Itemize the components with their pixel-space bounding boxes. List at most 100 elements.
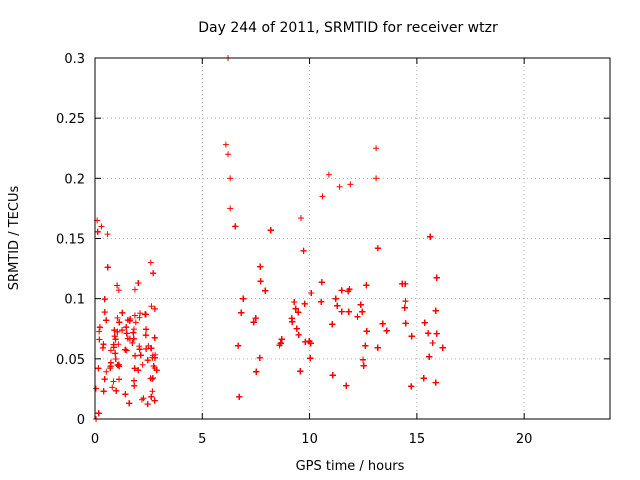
data-point — [137, 352, 144, 359]
plot-frame — [94, 57, 611, 420]
data-point — [238, 309, 245, 316]
data-point — [94, 228, 101, 235]
data-point — [262, 287, 269, 294]
data-point — [104, 264, 111, 271]
data-point — [114, 362, 121, 369]
data-point — [318, 298, 325, 305]
y-tick-label: 0.15 — [56, 233, 85, 248]
data-point — [107, 363, 114, 370]
data-point — [399, 280, 406, 287]
data-point — [98, 223, 105, 230]
data-point — [114, 314, 121, 321]
data-point — [99, 344, 106, 351]
data-point — [329, 372, 336, 379]
y-axis-label: SRMTID / TECUs — [7, 186, 22, 291]
data-point — [122, 391, 129, 398]
data-point — [131, 365, 138, 372]
data-point — [308, 289, 315, 296]
data-point — [114, 282, 121, 289]
data-point — [347, 181, 354, 188]
data-point — [250, 319, 257, 326]
data-point — [292, 305, 299, 312]
data-point — [357, 301, 364, 308]
data-point — [151, 397, 158, 404]
data-point — [100, 388, 107, 395]
data-point — [232, 223, 239, 230]
data-point — [130, 377, 137, 384]
data-point — [148, 303, 155, 310]
data-point — [363, 282, 370, 289]
data-point — [116, 363, 123, 370]
data-point — [402, 298, 409, 305]
data-point — [288, 315, 295, 322]
data-point — [346, 286, 353, 293]
data-point — [110, 378, 117, 385]
data-point — [319, 193, 326, 200]
data-point — [149, 388, 156, 395]
data-point — [277, 340, 284, 347]
data-point — [408, 383, 415, 390]
data-point — [345, 308, 352, 315]
data-point — [95, 410, 102, 417]
data-point — [151, 305, 158, 312]
data-point — [122, 346, 129, 353]
data-point — [334, 302, 341, 309]
x-tick-label: 10 — [301, 432, 318, 447]
data-point — [293, 325, 300, 332]
data-point — [129, 339, 136, 346]
data-point — [432, 307, 439, 314]
data-point — [148, 345, 155, 352]
data-point — [144, 357, 151, 364]
y-tick-label: 0.1 — [64, 293, 85, 308]
data-point — [420, 375, 427, 382]
data-point — [150, 363, 157, 370]
data-point — [360, 362, 367, 369]
data-point — [123, 324, 130, 331]
data-point — [360, 356, 367, 363]
data-point — [114, 328, 121, 335]
data-point — [110, 341, 117, 348]
data-point — [278, 336, 285, 343]
data-point — [142, 332, 149, 339]
data-point — [402, 320, 409, 327]
data-point — [253, 368, 260, 375]
data-point — [227, 175, 234, 182]
data-point — [421, 319, 428, 326]
data-point — [401, 304, 408, 311]
data-point — [101, 376, 108, 383]
data-point — [112, 356, 119, 363]
data-point — [140, 395, 147, 402]
data-point — [336, 183, 343, 190]
data-point — [291, 298, 298, 305]
data-point — [301, 300, 308, 307]
data-point — [302, 338, 309, 345]
data-point — [123, 347, 130, 354]
data-point — [359, 308, 366, 315]
grid-lines — [95, 58, 610, 419]
data-point — [142, 311, 149, 318]
data-point — [426, 353, 433, 360]
data-point — [112, 336, 119, 343]
data-point — [119, 327, 126, 334]
data-point — [432, 379, 439, 386]
data-point — [149, 354, 156, 361]
data-point — [130, 335, 137, 342]
data-point — [307, 355, 314, 362]
data-point — [149, 375, 156, 382]
data-point — [363, 328, 370, 335]
y-tick-label: 0.25 — [56, 112, 85, 127]
data-point — [225, 151, 232, 158]
data-point — [116, 376, 123, 383]
data-point — [374, 245, 381, 252]
data-point — [267, 227, 274, 234]
data-point — [96, 324, 103, 331]
data-point — [222, 141, 229, 148]
data-point — [433, 330, 440, 337]
data-point — [433, 274, 440, 281]
data-point — [379, 320, 386, 327]
x-tick-label: 0 — [91, 432, 99, 447]
data-point — [427, 233, 434, 240]
data-point — [307, 340, 314, 347]
data-point — [127, 316, 134, 323]
data-point — [136, 346, 143, 353]
